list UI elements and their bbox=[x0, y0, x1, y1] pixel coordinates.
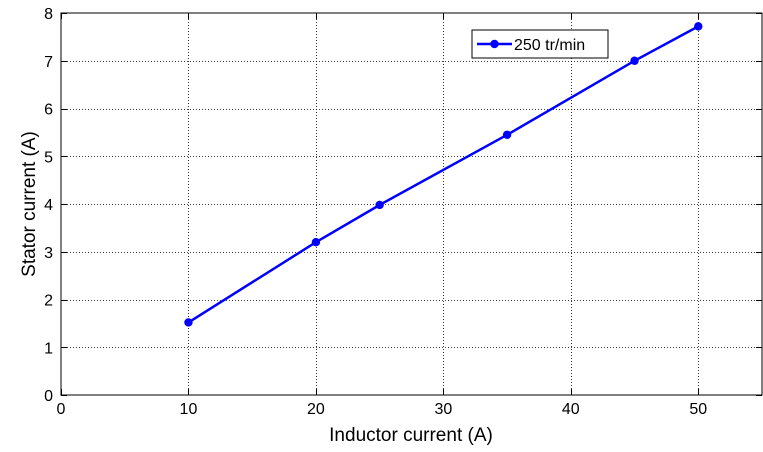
y-tick-label: 6 bbox=[44, 102, 53, 119]
x-axis-label: Inductor current (A) bbox=[329, 425, 493, 446]
y-tick-label: 5 bbox=[44, 149, 53, 166]
x-tick-labels: 0 10 20 30 40 50 bbox=[57, 401, 708, 418]
data-point bbox=[502, 130, 512, 139]
series-layer bbox=[184, 22, 703, 327]
x-tick-label: 30 bbox=[434, 401, 452, 418]
x-tick-label: 50 bbox=[689, 401, 707, 418]
data-point bbox=[311, 238, 321, 247]
x-tick-label: 20 bbox=[307, 401, 325, 418]
y-tick-label: 3 bbox=[44, 245, 53, 262]
legend-marker bbox=[490, 39, 499, 49]
x-tick-label: 0 bbox=[57, 401, 66, 418]
data-point bbox=[630, 56, 639, 65]
data-point bbox=[184, 318, 193, 327]
data-point bbox=[375, 200, 384, 210]
legend: 250 tr/min bbox=[471, 29, 609, 59]
y-tick-label: 4 bbox=[44, 197, 53, 214]
series-line bbox=[187, 25, 699, 324]
y-tick-label: 8 bbox=[44, 6, 53, 23]
y-tick-labels: 0 1 2 3 4 5 6 7 8 bbox=[44, 6, 53, 405]
grid-lines bbox=[61, 13, 762, 395]
x-tick-label: 10 bbox=[180, 401, 198, 418]
y-tick-label: 2 bbox=[44, 293, 53, 310]
y-tick-label: 0 bbox=[44, 388, 53, 405]
plot-area-frame bbox=[60, 12, 763, 396]
legend-label: 250 tr/min bbox=[514, 37, 585, 54]
y-tick-label: 7 bbox=[44, 54, 53, 71]
y-axis-label: Stator current (A) bbox=[19, 131, 40, 277]
y-tick-label: 1 bbox=[44, 340, 53, 357]
data-point bbox=[694, 22, 703, 31]
plot-area-background bbox=[61, 13, 762, 395]
x-tick-label: 40 bbox=[562, 401, 580, 418]
